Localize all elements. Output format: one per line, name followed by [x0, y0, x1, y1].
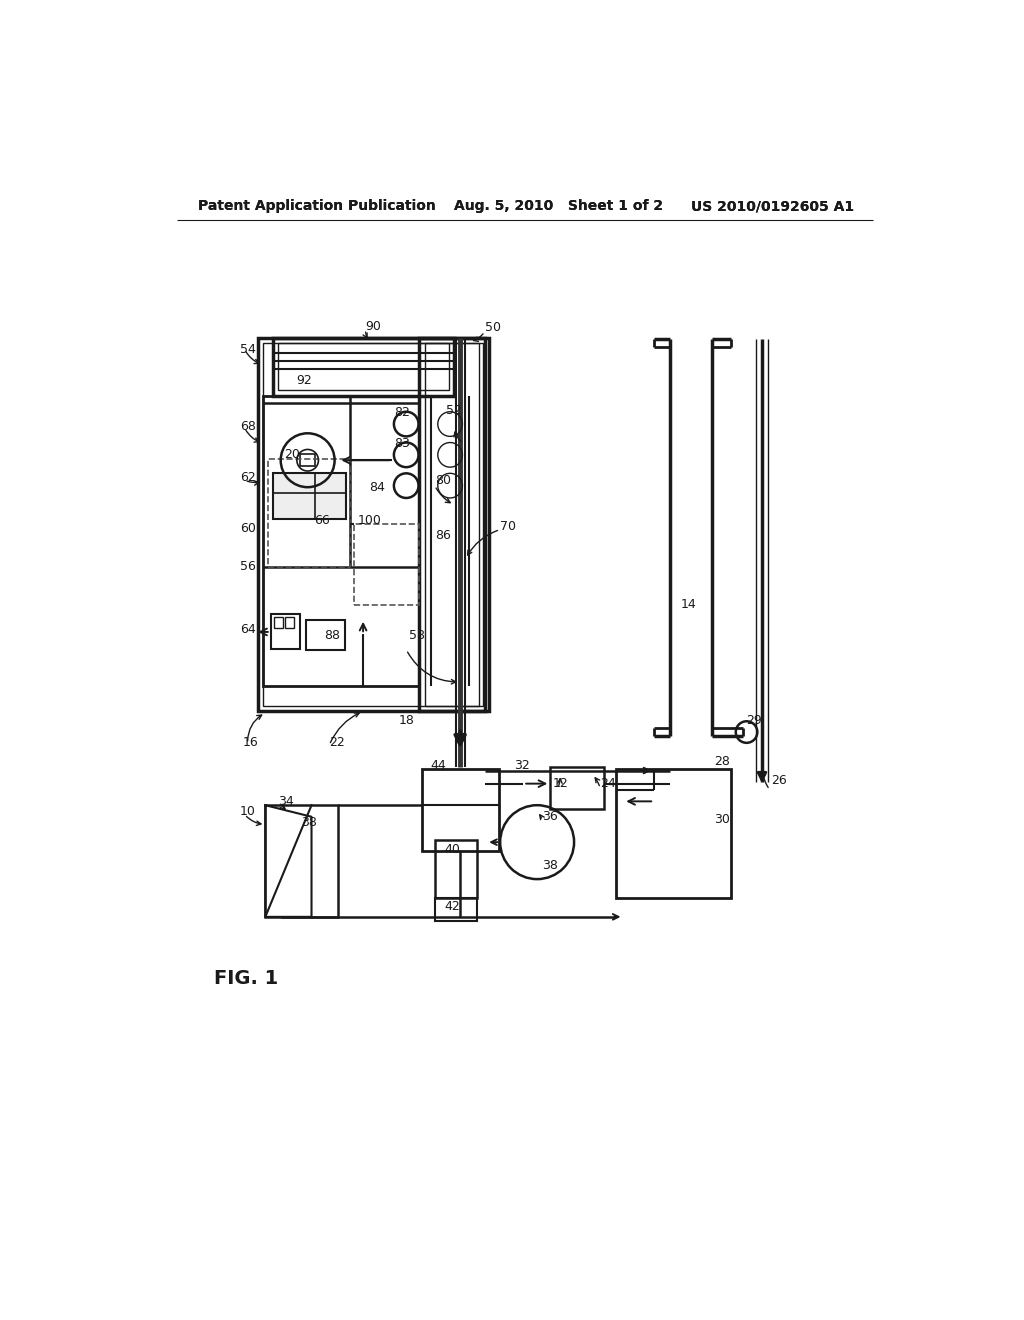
- Bar: [263, 396, 419, 686]
- Bar: [273, 473, 346, 519]
- Text: 100: 100: [357, 513, 382, 527]
- Text: 42: 42: [444, 900, 461, 913]
- Text: 58: 58: [410, 630, 425, 643]
- Bar: [267, 459, 350, 566]
- Text: FIG. 1: FIG. 1: [214, 969, 278, 987]
- Text: 18: 18: [398, 714, 415, 727]
- Text: 24: 24: [600, 777, 616, 791]
- Text: 14: 14: [681, 598, 697, 611]
- Text: 64: 64: [240, 623, 256, 636]
- Bar: [273, 618, 283, 628]
- Text: 68: 68: [240, 420, 256, 433]
- Bar: [419, 338, 484, 711]
- Text: 20: 20: [285, 449, 300, 462]
- Text: 44: 44: [431, 759, 446, 772]
- Text: 34: 34: [279, 795, 294, 808]
- Text: 12: 12: [553, 777, 568, 791]
- Text: US 2010/0192605 A1: US 2010/0192605 A1: [691, 199, 854, 213]
- Text: 29: 29: [746, 714, 762, 727]
- Bar: [270, 614, 300, 649]
- Bar: [285, 618, 294, 628]
- Text: 60: 60: [240, 521, 256, 535]
- Text: 28: 28: [714, 755, 730, 768]
- Text: 88: 88: [325, 630, 341, 643]
- Text: 22: 22: [330, 735, 345, 748]
- Text: 16: 16: [243, 735, 258, 748]
- Bar: [306, 620, 345, 649]
- Text: 66: 66: [313, 513, 330, 527]
- Text: 90: 90: [366, 319, 381, 333]
- Text: 36: 36: [543, 810, 558, 824]
- Bar: [354, 524, 419, 605]
- Text: 38: 38: [301, 816, 317, 829]
- Text: 70: 70: [500, 520, 516, 533]
- Text: 32: 32: [514, 759, 529, 772]
- Bar: [435, 898, 477, 921]
- Bar: [300, 454, 315, 466]
- Text: 86: 86: [435, 529, 451, 543]
- Text: Patent Application Publication: Patent Application Publication: [199, 199, 436, 213]
- Bar: [615, 770, 731, 898]
- Text: 10: 10: [240, 805, 256, 818]
- Text: 84: 84: [370, 480, 385, 494]
- Text: 30: 30: [714, 813, 730, 825]
- Text: 83: 83: [394, 437, 410, 450]
- Bar: [422, 770, 499, 851]
- Bar: [425, 343, 479, 706]
- Text: 62: 62: [240, 471, 256, 484]
- Text: 80: 80: [435, 474, 451, 487]
- Bar: [279, 343, 449, 391]
- Bar: [265, 805, 339, 917]
- Text: 82: 82: [394, 407, 410, 418]
- Text: 50: 50: [484, 321, 501, 334]
- Text: 26: 26: [771, 774, 787, 787]
- Text: 38: 38: [543, 859, 558, 871]
- Text: 92: 92: [296, 374, 312, 387]
- Text: 56: 56: [240, 560, 256, 573]
- Text: US 2010/0192605 A1: US 2010/0192605 A1: [691, 199, 854, 213]
- Text: 54: 54: [240, 343, 256, 356]
- Text: 52: 52: [446, 404, 462, 417]
- Text: Aug. 5, 2010   Sheet 1 of 2: Aug. 5, 2010 Sheet 1 of 2: [454, 199, 664, 213]
- Bar: [550, 767, 604, 809]
- Bar: [258, 338, 488, 711]
- Bar: [435, 840, 477, 898]
- Text: Patent Application Publication: Patent Application Publication: [199, 199, 436, 213]
- Text: 40: 40: [444, 843, 461, 857]
- Text: Aug. 5, 2010   Sheet 1 of 2: Aug. 5, 2010 Sheet 1 of 2: [454, 199, 664, 213]
- Bar: [273, 338, 454, 396]
- Bar: [263, 343, 483, 706]
